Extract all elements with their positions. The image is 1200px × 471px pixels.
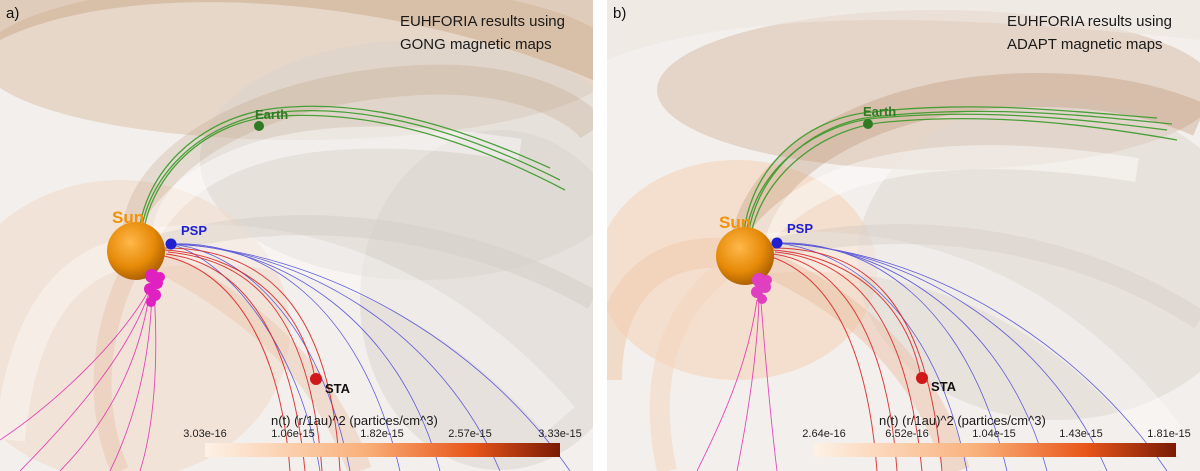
earth-field-lines [742, 106, 1178, 251]
sun-sphere [716, 227, 774, 285]
colorbar-a-tick-3: 2.57e-15 [448, 428, 492, 440]
panel-b-scene: Sun PSP Earth STA [607, 0, 1200, 471]
psp-marker [165, 238, 177, 250]
colorbar-b-tick-2: 1.04e-15 [972, 428, 1016, 440]
earth-label: Earth [863, 104, 896, 119]
panel-a-title-line2: GONG magnetic maps [399, 36, 552, 53]
psp-label: PSP [787, 221, 813, 236]
sta-field-lines [768, 247, 943, 471]
colorbar-b-bar [814, 443, 1176, 457]
colorbar-b-tick-0: 2.64e-16 [802, 428, 846, 440]
sta-label: STA [325, 381, 351, 396]
colorbar-b-tick-3: 1.43e-15 [1059, 428, 1103, 440]
earth-marker [254, 121, 264, 131]
magenta-field-lines [696, 299, 778, 471]
colorbar-b-title: n(t) (r/1au)^2 (partices/cm^3) [879, 413, 1046, 428]
magenta-particles [751, 273, 772, 304]
sta-marker [916, 372, 928, 384]
panel-b: Sun PSP Earth STA b) EUHFORIA results us… [607, 0, 1200, 471]
sun-label: Sun [112, 208, 144, 227]
colorbar-b-tick-4: 1.81e-15 [1147, 428, 1191, 440]
earth-marker [863, 119, 873, 129]
psp-marker [771, 237, 783, 249]
sun-sphere [107, 222, 165, 280]
panel-a-scene: Sun PSP Earth STA [0, 0, 593, 471]
sun-label: Sun [719, 213, 751, 232]
colorbar-a-tick-2: 1.82e-15 [360, 428, 404, 440]
panel-b-title: EUHFORIA results using ADAPT magnetic ma… [1007, 10, 1172, 56]
sta-field-lines [163, 247, 341, 471]
sta-label: STA [931, 379, 957, 394]
colorbar-a-tick-0: 3.03e-16 [183, 428, 227, 440]
colorbar-a-title: n(t) (r/1au)^2 (partices/cm^3) [271, 413, 438, 428]
panel-a-letter: a) [6, 5, 20, 22]
magenta-field-lines [0, 289, 157, 471]
earth-field-lines [137, 105, 566, 249]
panel-a-title: EUHFORIA results using GONG magnetic map… [400, 10, 565, 56]
sta-marker [310, 373, 322, 385]
psp-field-lines [776, 242, 1168, 471]
density-shading [607, 0, 1200, 471]
panel-a-title-line1: EUHFORIA results using [399, 13, 565, 30]
panel-a: Sun PSP Earth STA a) EUHFORIA results us… [0, 0, 593, 471]
magenta-particles [144, 269, 165, 307]
density-shading [0, 0, 593, 471]
panel-b-title-line2: ADAPT magnetic maps [1006, 36, 1163, 53]
panel-b-letter: b) [613, 5, 627, 22]
earth-label: Earth [255, 107, 288, 122]
colorbar-a-tick-1: 1.06e-15 [271, 428, 315, 440]
panel-b-title-line1: EUHFORIA results using [1006, 13, 1172, 30]
colorbar-a-tick-4: 3.33e-15 [538, 428, 582, 440]
psp-label: PSP [181, 223, 207, 238]
colorbar-b-tick-1: 6.52e-16 [885, 428, 929, 440]
colorbar-a-bar [205, 443, 560, 457]
